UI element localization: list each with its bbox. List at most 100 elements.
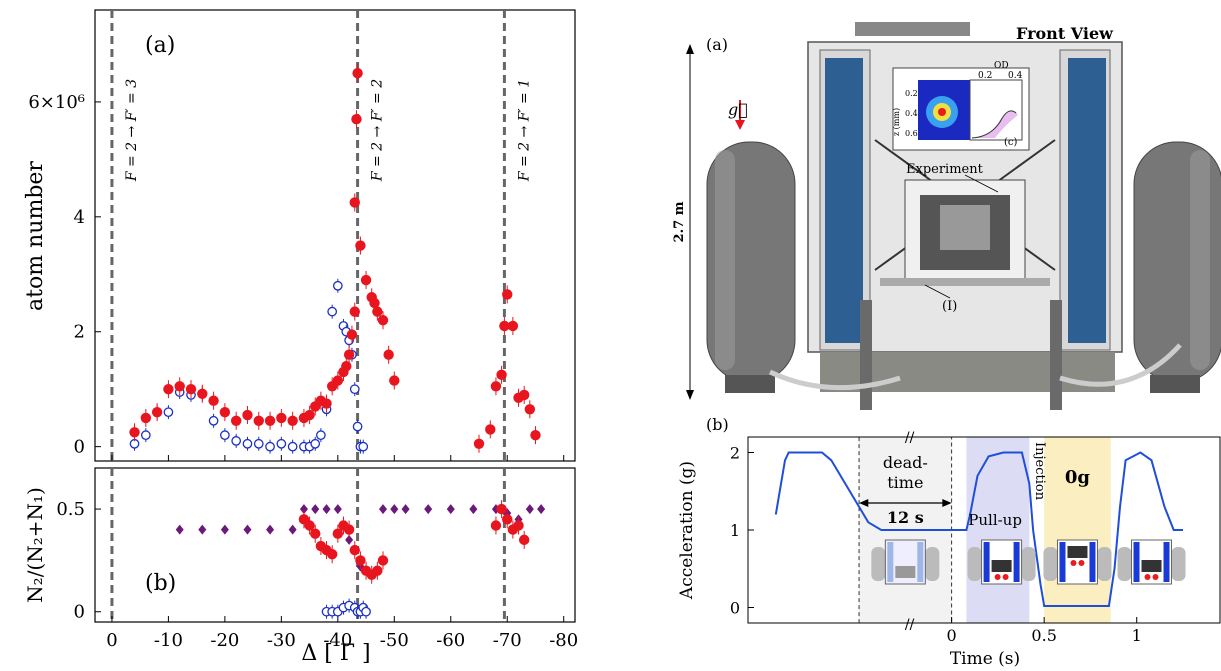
panel-b-purple-point [390, 504, 399, 515]
panel-a-red-point [518, 389, 530, 401]
panel-a-blue-point [208, 415, 219, 426]
l-pointer [924, 284, 951, 299]
panel-b-purple-point [220, 524, 229, 535]
panel-b-frame [94, 467, 576, 623]
panel-a-red-point [372, 306, 383, 317]
capsule-bar-left [983, 542, 990, 582]
panel-a-red-point [349, 306, 360, 317]
capsule-bar-right [917, 542, 924, 582]
panel-a-blue-point [242, 438, 253, 449]
capsule-bar-left [887, 542, 894, 582]
gravity-arrow-head [735, 120, 745, 130]
panel-b-points [175, 500, 546, 619]
left-figure: F = 2 → F′ = 3 F = 2 → F′ = 2 F = 2 → F′ =… [23, 9, 578, 666]
panel-b-red-point [372, 565, 383, 576]
panel-a-red-point [174, 381, 185, 392]
transition-lines [110, 10, 506, 622]
panel-b-purple-point [288, 524, 297, 535]
panel-a-red-point [524, 404, 536, 415]
capsule-icon-1 [967, 539, 1036, 585]
panel-a-red-point [129, 427, 140, 438]
ya-tick-label-exp: 6×10⁶ [28, 92, 85, 113]
capsule-tank-left [871, 547, 886, 581]
panel-b-purple-point [299, 504, 308, 515]
panel-b-red-point [490, 520, 502, 531]
panel-a-red-point [473, 438, 485, 449]
rb-x-tick-label-0: 0 [947, 626, 957, 645]
capsule-arrow-right [1002, 574, 1009, 580]
acceleration-ylabel: Acceleration (g) [677, 461, 697, 600]
injection-label: Injection [1032, 442, 1047, 501]
zero-g-label: 0g [1065, 467, 1091, 488]
panel-a-red-point [304, 409, 315, 421]
od-tick-1: 0.2 [978, 71, 992, 81]
capsule-bar-right [1163, 542, 1170, 582]
panel-b-red-point [518, 534, 530, 546]
panel-a-red-point [185, 383, 197, 395]
x-tick-label-3: -30 [267, 630, 296, 651]
capsule-bar-right [1013, 542, 1020, 582]
panel-a-blue-point [352, 421, 363, 432]
capsule-icon-2 [1043, 539, 1112, 585]
panel-b-red-point [343, 524, 355, 535]
panel-b-red-point [349, 544, 360, 556]
panel-b-red-point [310, 528, 321, 539]
capsule-arrow-right [1078, 560, 1085, 566]
panel-a-blue-point [327, 306, 338, 317]
right-tank [1133, 141, 1221, 393]
panel-a-red-point [485, 424, 496, 435]
right-panel-a-label: (a) [706, 35, 728, 54]
panel-b-red-point [326, 549, 338, 560]
experiment-pointer [964, 174, 999, 193]
transition-label-0: F = 2 → F′ = 3 [124, 79, 140, 182]
capsule-experiment [1141, 560, 1162, 572]
z-tick-3: 0.6 [905, 129, 918, 138]
x-tick-label-6: -60 [436, 630, 465, 651]
left-ticks: 0 -10 -20 -30 -40 -50 -60 -70 -80 0 2 4 6×10⁶ 0 0.5 [28, 92, 578, 651]
panel-a-red-point [496, 369, 507, 381]
panel-a-red-point [163, 383, 174, 395]
panel-a-red-point [151, 406, 163, 418]
panel-a-red-point [197, 388, 208, 399]
panel-b-purple-point [345, 534, 354, 545]
x-tick-label-8: -80 [549, 630, 578, 651]
capsule-bar-left [1133, 542, 1140, 582]
panel-a-red-point [502, 289, 513, 300]
panel-a-red-point [276, 412, 287, 424]
panel-b-purple-point [401, 504, 410, 515]
panel-a-red-point [253, 415, 264, 426]
panel-b-purple-point [175, 524, 184, 535]
panel-a-points [129, 64, 541, 454]
panel-b-purple-point [333, 504, 342, 515]
capsule-tank-right [1021, 547, 1036, 581]
panel-a-red-point [530, 429, 541, 441]
height-arrow-head-top [686, 44, 694, 54]
panel-b-purple-point [311, 504, 320, 515]
panel-a-blue-point [349, 384, 360, 395]
panel-b-purple-point [469, 504, 478, 515]
z-tick-2: 0.4 [905, 109, 918, 118]
x-tick-label-7: -70 [493, 630, 522, 651]
l-label: (I) [942, 299, 957, 314]
deadtime-arrow [859, 499, 952, 507]
inset-label: (c) [1004, 137, 1018, 148]
panel-a-red-point [383, 349, 394, 360]
x-tick-label-4: -40 [323, 630, 352, 651]
capsule-tank-left [1117, 547, 1132, 581]
capsule-arrow-left [1070, 560, 1077, 566]
z-tick-1: 0.2 [905, 89, 918, 98]
axis-break-bottom: // [905, 617, 915, 633]
panel-b-red-point [513, 520, 524, 531]
capsule-bar-right [1089, 542, 1096, 582]
deadtime-label-1: dead- [883, 453, 928, 472]
x-tick-label-0: 0 [106, 630, 117, 651]
panel-a-ylabel: atom number [23, 161, 48, 311]
axis-break-top: // [905, 430, 915, 446]
transition-label-1: F = 2 → F′ = 2 [370, 79, 386, 182]
panel-b-purple-point [446, 504, 455, 515]
panel-a-red-point [351, 113, 362, 125]
capsule-tank-right [925, 547, 940, 581]
deadtime-arrow-left [859, 499, 869, 507]
transition-labels: F = 2 → F′ = 3 F = 2 → F′ = 2 F = 2 → F′ =… [124, 79, 532, 182]
rb-y-tick-label-0: 0 [730, 599, 740, 618]
